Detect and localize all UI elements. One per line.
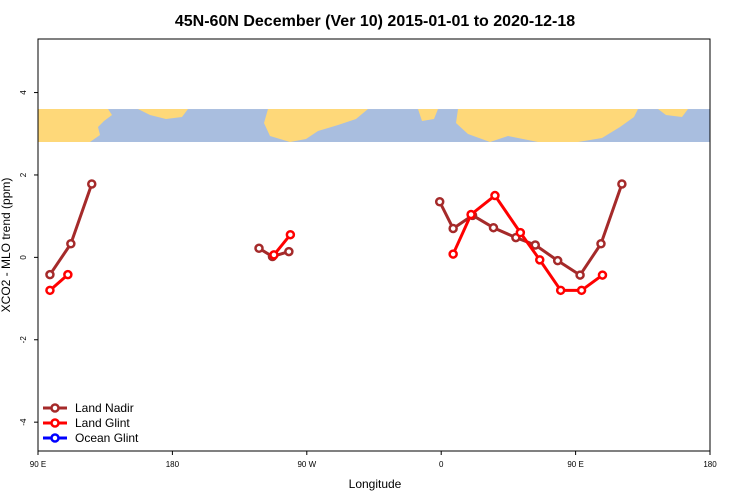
data-point-land-glint <box>490 190 500 201</box>
data-point-land-nadir <box>45 269 55 280</box>
legend-marker-ocean-glint <box>50 433 60 443</box>
y-tick-label: 2 <box>19 172 28 177</box>
plot-frame <box>37 38 711 452</box>
data-point-land-nadir <box>448 223 458 234</box>
data-point-land-glint <box>63 269 73 280</box>
y-tick-label: -4 <box>19 418 28 426</box>
data-point-land-nadir <box>488 222 499 233</box>
data-point-land-nadir <box>66 239 76 249</box>
legend-label-land-glint: Land Glint <box>75 416 130 430</box>
map-land-1 <box>138 109 188 120</box>
map-land-4 <box>456 109 638 142</box>
data-point-land-nadir <box>284 246 294 257</box>
data-point-land-glint <box>576 285 587 296</box>
x-tick-label: 180 <box>703 460 717 469</box>
x-tick-label: 0 <box>439 460 444 469</box>
x-tick-label: 90 E <box>30 460 46 469</box>
data-point-land-nadir <box>434 196 445 207</box>
data-point-land-glint <box>597 270 608 280</box>
data-point-land-glint <box>269 250 279 260</box>
data-point-land-glint <box>555 285 566 296</box>
y-tick-label: 0 <box>19 255 28 260</box>
x-tick-label: 90 E <box>567 460 583 469</box>
legend-label-land-nadir: Land Nadir <box>75 401 134 415</box>
map-band <box>38 109 710 142</box>
data-point-land-glint <box>515 227 526 238</box>
data-point-land-glint <box>285 229 296 240</box>
map-land-0 <box>38 109 112 142</box>
data-point-land-nadir <box>617 179 627 189</box>
map-land-2 <box>264 109 368 142</box>
data-point-land-nadir <box>87 179 97 189</box>
data-point-land-glint <box>535 255 545 265</box>
series-layer <box>45 179 627 296</box>
data-point-land-glint <box>45 285 55 296</box>
x-tick-label: 180 <box>166 460 180 469</box>
data-point-land-nadir <box>552 255 563 266</box>
chart-title: 45N-60N December (Ver 10) 2015-01-01 to … <box>175 13 575 30</box>
series-line-land-nadir <box>438 183 624 277</box>
series-line-land-nadir <box>48 183 94 276</box>
data-point-land-nadir <box>530 240 541 250</box>
legend-marker-land-glint <box>50 418 60 428</box>
data-point-land-nadir <box>575 270 585 280</box>
data-point-land-nadir <box>254 243 264 254</box>
y-axis: -4 -2 0 2 4 <box>19 90 38 426</box>
legend-label-ocean-glint: Ocean Glint <box>75 431 139 445</box>
x-axis: 90 E 180 90 W 0 90 E 180 <box>30 451 717 469</box>
map-land-5 <box>658 109 688 118</box>
y-tick-label: -2 <box>19 336 28 344</box>
legend-marker-land-nadir <box>50 403 60 413</box>
data-point-land-nadir <box>596 239 606 249</box>
x-axis-label: Longitude <box>349 477 402 491</box>
series-land-glint <box>45 190 608 296</box>
map-land-3 <box>418 109 438 122</box>
data-point-land-glint <box>466 209 476 220</box>
y-tick-label: 4 <box>19 90 28 95</box>
data-point-land-glint <box>448 249 458 259</box>
y-axis-label: XCO2 - MLO trend (ppm) <box>0 178 13 313</box>
x-tick-label: 90 W <box>297 460 316 469</box>
